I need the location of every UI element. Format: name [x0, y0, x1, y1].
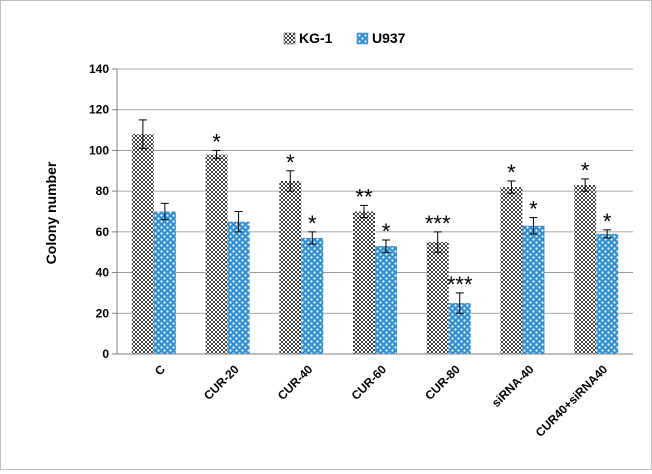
y-tick-label: 40: [96, 266, 110, 280]
y-axis-ticks: 0 20 40 60 80 100 120 140: [89, 62, 117, 361]
significance-mark-u937: *: [603, 209, 612, 234]
significance-mark-u937: ***: [447, 272, 473, 297]
x-category-label: CUR-60: [349, 362, 390, 403]
x-category-label: C: [152, 362, 168, 378]
legend-swatch-kg1: [283, 32, 296, 45]
y-tick-label: 140: [89, 62, 109, 76]
y-tick-label: 120: [89, 103, 109, 117]
error-bars: [138, 119, 612, 314]
significance-mark-kg1: *: [581, 158, 590, 183]
significance-mark-u937: *: [308, 211, 317, 236]
y-tick-label: 80: [96, 184, 110, 198]
bar-u937: [227, 221, 250, 354]
legend: KG-1 U937: [283, 30, 406, 46]
y-tick-label: 60: [96, 225, 110, 239]
significance-mark-kg1: ***: [425, 211, 451, 236]
x-axis-labels: C CUR-20 CUR-40 CUR-60 CUR-80 siRNA-40CUR40+s…: [152, 362, 611, 440]
y-axis-title: Colony number: [43, 161, 59, 264]
x-category-label: CUR-20: [201, 362, 242, 403]
significance-mark-kg1: *: [507, 160, 516, 185]
x-category-label: CUR-80: [422, 362, 463, 403]
bar-kg1: [205, 154, 228, 354]
bar-kg1: [574, 185, 597, 354]
bar-u937: [596, 233, 619, 354]
bar-kg1: [279, 180, 302, 354]
bar-kg1: [500, 187, 523, 354]
bar-kg1: [131, 134, 154, 354]
bar-u937: [153, 211, 176, 354]
legend-label-u937: U937: [372, 30, 406, 46]
bar-u937: [375, 246, 397, 354]
legend-swatch-u937: [356, 32, 369, 45]
bar-kg1: [353, 211, 375, 354]
significance-mark-kg1: *: [286, 150, 295, 175]
y-tick-label: 20: [96, 306, 110, 320]
legend-label-kg1: KG-1: [299, 30, 333, 46]
bar-kg1: [426, 242, 449, 354]
x-category-label: CUR40+siRNA40: [533, 362, 611, 440]
significance-mark-kg1: *: [212, 129, 221, 154]
significance-mark-u937: *: [529, 197, 538, 222]
y-tick-label: 0: [102, 347, 109, 361]
significance-mark-kg1: **: [355, 184, 373, 209]
x-category-label: CUR-40: [275, 362, 316, 403]
x-category-label: siRNA-40: [489, 362, 537, 410]
bar-u937: [522, 225, 545, 354]
bar-u937: [448, 303, 471, 354]
legend-item-kg1: KG-1: [283, 30, 333, 46]
significance-mark-u937: *: [382, 219, 391, 244]
y-tick-label: 100: [89, 143, 109, 157]
bars: [131, 134, 619, 354]
legend-item-u937: U937: [356, 30, 406, 46]
bar-u937: [301, 237, 324, 354]
significance-marks: ****** **********: [212, 129, 612, 296]
